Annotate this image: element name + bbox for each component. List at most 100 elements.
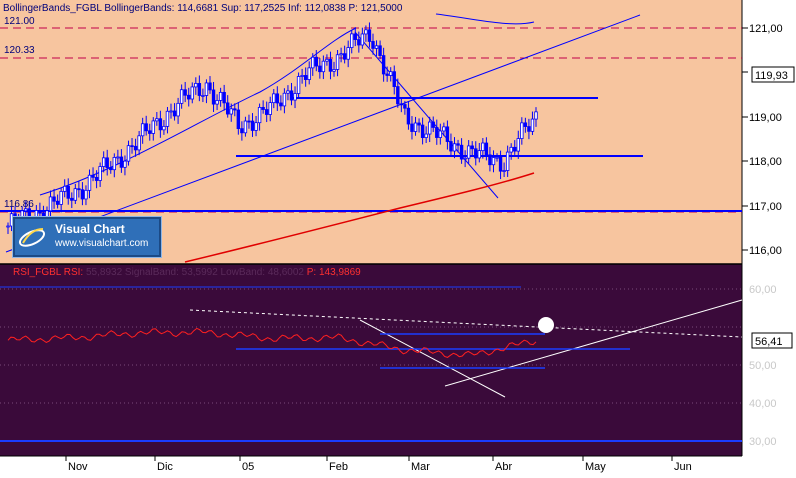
rsi-marker[interactable] <box>538 317 554 333</box>
candle-body[interactable] <box>307 67 311 80</box>
candle-body[interactable] <box>505 151 510 171</box>
candle-body[interactable] <box>378 45 382 56</box>
candle-body[interactable] <box>488 154 492 166</box>
candle-body[interactable] <box>300 75 304 77</box>
candle-body[interactable] <box>427 121 432 135</box>
candle-body[interactable] <box>311 56 315 69</box>
candle-body[interactable] <box>357 39 361 46</box>
candle-body[interactable] <box>438 130 443 138</box>
candle-body[interactable] <box>91 174 95 178</box>
candle-body[interactable] <box>495 156 499 159</box>
candle-body[interactable] <box>332 69 336 72</box>
candle-body[interactable] <box>137 135 141 151</box>
candle-body[interactable] <box>59 190 63 205</box>
candle-body[interactable] <box>350 33 354 48</box>
candle-body[interactable] <box>264 109 269 115</box>
candle-body[interactable] <box>463 157 467 160</box>
candle-body[interactable] <box>80 189 85 200</box>
candle-body[interactable] <box>87 174 92 191</box>
candle-body[interactable] <box>491 157 496 166</box>
candle-body[interactable] <box>70 197 74 201</box>
candle-body[interactable] <box>98 166 102 181</box>
candle-body[interactable] <box>236 109 241 130</box>
candle-body[interactable] <box>435 127 439 138</box>
candle-body[interactable] <box>55 200 60 205</box>
candle-body[interactable] <box>520 122 524 139</box>
candle-body[interactable] <box>183 89 187 96</box>
candle-body[interactable] <box>233 108 237 111</box>
candle-body[interactable] <box>449 141 453 152</box>
candle-body[interactable] <box>155 118 159 122</box>
candle-body[interactable] <box>169 110 173 113</box>
candle-body[interactable] <box>268 102 272 115</box>
candle-body[interactable] <box>410 123 414 132</box>
candle-body[interactable] <box>513 146 517 152</box>
candle-body[interactable] <box>403 104 407 109</box>
candle-body[interactable] <box>204 82 209 96</box>
candle-body[interactable] <box>179 89 184 104</box>
candle-body[interactable] <box>360 33 365 46</box>
candle-body[interactable] <box>151 120 155 134</box>
candle-body[interactable] <box>498 156 503 172</box>
candle-body[interactable] <box>201 95 205 97</box>
candle-body[interactable] <box>38 210 42 214</box>
candle-body[interactable] <box>172 110 177 117</box>
candle-body[interactable] <box>272 93 276 104</box>
candle-body[interactable] <box>6 225 10 228</box>
candle-body[interactable] <box>509 146 513 153</box>
candle-body[interactable] <box>502 170 506 172</box>
candle-body[interactable] <box>477 150 482 159</box>
candle-body[interactable] <box>279 102 283 107</box>
candle-body[interactable] <box>126 145 131 162</box>
candle-body[interactable] <box>243 120 248 134</box>
candle-body[interactable] <box>119 156 124 168</box>
candle-body[interactable] <box>342 53 347 60</box>
candle-body[interactable] <box>94 176 99 181</box>
candle-body[interactable] <box>101 157 106 167</box>
candle-body[interactable] <box>374 45 379 49</box>
candle-body[interactable] <box>48 196 53 212</box>
candle-body[interactable] <box>325 58 329 62</box>
candle-body[interactable] <box>481 142 485 152</box>
candle-body[interactable] <box>474 148 478 159</box>
candle-body[interactable] <box>420 124 425 138</box>
candle-body[interactable] <box>442 126 446 132</box>
candle-body[interactable] <box>257 107 262 124</box>
candle-body[interactable] <box>197 83 202 96</box>
candle-body[interactable] <box>293 93 297 101</box>
candle-body[interactable] <box>208 82 212 91</box>
candle-body[interactable] <box>116 156 120 159</box>
candle-body[interactable] <box>328 58 333 72</box>
candle-body[interactable] <box>289 90 294 101</box>
candle-body[interactable] <box>431 121 435 128</box>
candle-body[interactable] <box>66 185 70 199</box>
candle-body[interactable] <box>194 83 198 88</box>
candle-body[interactable] <box>187 94 191 100</box>
rsi-panel[interactable] <box>0 264 742 456</box>
candle-body[interactable] <box>406 107 411 125</box>
candle-body[interactable] <box>389 71 393 76</box>
candle-body[interactable] <box>516 138 520 152</box>
candle-body[interactable] <box>470 145 474 150</box>
candle-body[interactable] <box>109 167 113 171</box>
candle-body[interactable] <box>456 143 460 146</box>
candle-body[interactable] <box>176 102 180 117</box>
candle-body[interactable] <box>353 33 357 40</box>
candle-body[interactable] <box>392 71 396 87</box>
candle-body[interactable] <box>275 93 280 104</box>
candle-body[interactable] <box>523 122 528 127</box>
trendlines-price[interactable] <box>0 13 742 253</box>
candle-body[interactable] <box>144 123 148 132</box>
candle-body[interactable] <box>530 118 535 132</box>
candle-body[interactable] <box>133 145 138 151</box>
candle-body[interactable] <box>158 118 163 131</box>
candle-body[interactable] <box>229 108 233 115</box>
candle-body[interactable] <box>123 160 127 168</box>
candle-body[interactable] <box>321 60 326 73</box>
candle-body[interactable] <box>218 91 223 101</box>
candle-body[interactable] <box>367 29 372 42</box>
trendlines-rsi[interactable] <box>0 286 743 442</box>
candle-body[interactable] <box>190 86 194 100</box>
rsi-line[interactable] <box>7 327 537 358</box>
candle-body[interactable] <box>112 157 117 171</box>
